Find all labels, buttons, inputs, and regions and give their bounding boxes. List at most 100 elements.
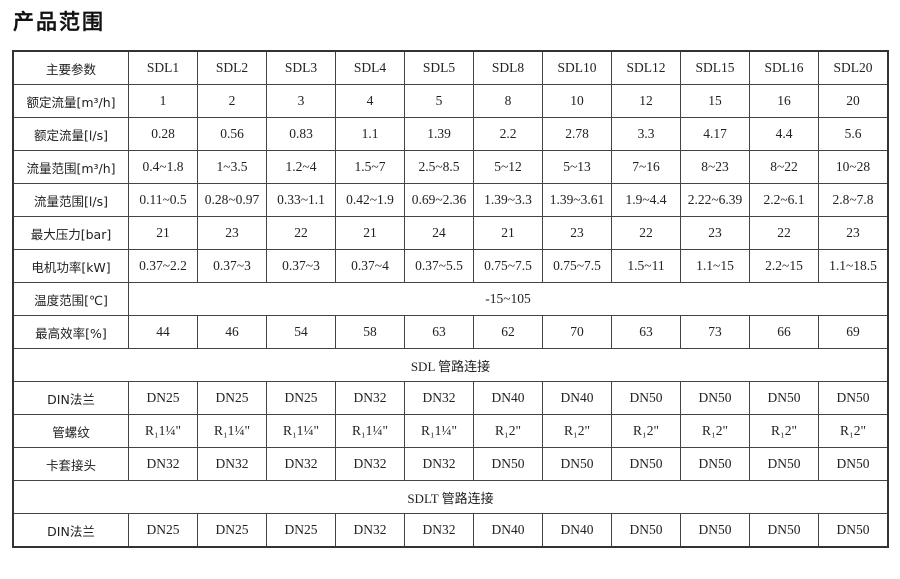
table-cell: 73	[680, 315, 750, 349]
table-cell: DN32	[404, 447, 474, 481]
table-cell: 5	[404, 84, 474, 118]
table-cell: R₁2"	[680, 414, 750, 448]
section-header: SDL 管路连接	[12, 348, 889, 382]
table-cell: 2.2~6.1	[749, 183, 819, 217]
table-cell: DN50	[749, 513, 819, 548]
table-cell: R₁2"	[818, 414, 889, 448]
product-range-table: 主要参数 SDL1 SDL2 SDL3 SDL4 SDL5 SDL8 SDL10 SDL12 SD…	[12, 50, 889, 548]
table-cell: 22	[266, 216, 336, 250]
table-cell: 8~23	[680, 150, 750, 184]
row-label: 温度范围[℃]	[12, 282, 129, 316]
table-cell: 23	[680, 216, 750, 250]
table-cell: 0.42~1.9	[335, 183, 405, 217]
table-cell: 1.39~3.3	[473, 183, 543, 217]
table-cell: DN50	[749, 381, 819, 415]
table-cell: 4	[335, 84, 405, 118]
table-cell: SDL16	[749, 50, 819, 85]
table-cell: DN40	[542, 381, 612, 415]
table-row: 最高效率[%] 44 46 54 58 63 62 70 63 73 66 69	[12, 315, 889, 349]
table-cell: 1.1~18.5	[818, 249, 889, 283]
table-cell: DN50	[680, 447, 750, 481]
table-cell: 15	[680, 84, 750, 118]
row-label: 管螺纹	[12, 414, 129, 448]
table-row: 管螺纹 R₁1¼" R₁1¼" R₁1¼" R₁1¼" R₁1¼" R₁2" R₁2" R₁2"…	[12, 414, 889, 448]
table-cell: 0.37~4	[335, 249, 405, 283]
table-cell: 66	[749, 315, 819, 349]
table-cell: 0.56	[197, 117, 267, 151]
section-header: SDLT 管路连接	[12, 480, 889, 514]
table-cell: 2.22~6.39	[680, 183, 750, 217]
table-cell: 0.83	[266, 117, 336, 151]
table-cell: 1.9~4.4	[611, 183, 681, 217]
table-cell: 0.28~0.97	[197, 183, 267, 217]
table-cell: 2.2~15	[749, 249, 819, 283]
table-cell: SDL2	[197, 50, 267, 85]
table-cell: 58	[335, 315, 405, 349]
table-cell: 70	[542, 315, 612, 349]
table-cell: 46	[197, 315, 267, 349]
table-cell: 21	[335, 216, 405, 250]
table-cell: 0.37~5.5	[404, 249, 474, 283]
table-cell: 0.69~2.36	[404, 183, 474, 217]
table-cell: R₁1¼"	[266, 414, 336, 448]
table-cell: DN50	[818, 513, 889, 548]
row-label: 额定流量[m³/h]	[12, 84, 129, 118]
table-row: 流量范围[l/s] 0.11~0.5 0.28~0.97 0.33~1.1 0.42~1…	[12, 183, 889, 217]
table-cell: 12	[611, 84, 681, 118]
table-cell: 0.4~1.8	[128, 150, 198, 184]
table-row: 额定流量[m³/h] 1 2 3 4 5 8 10 12 15 16 20	[12, 84, 889, 118]
table-cell: DN50	[680, 513, 750, 548]
table-cell: 23	[542, 216, 612, 250]
table-row: 流量范围[m³/h] 0.4~1.8 1~3.5 1.2~4 1.5~7 2.5~8.5 5…	[12, 150, 889, 184]
table-cell: 0.11~0.5	[128, 183, 198, 217]
table-cell: DN50	[818, 447, 889, 481]
table-cell: 0.75~7.5	[473, 249, 543, 283]
table-cell: DN25	[266, 513, 336, 548]
table-cell: R₁2"	[611, 414, 681, 448]
table-cell: 22	[749, 216, 819, 250]
table-cell: DN32	[128, 447, 198, 481]
table-cell: DN32	[404, 513, 474, 548]
table-cell: DN50	[611, 381, 681, 415]
row-label: 主要参数	[12, 50, 129, 85]
table-cell: R₁1¼"	[128, 414, 198, 448]
table-row: 电机功率[kW] 0.37~2.2 0.37~3 0.37~3 0.37~4 0.37~5…	[12, 249, 889, 283]
table-cell: DN50	[818, 381, 889, 415]
table-cell: 0.28	[128, 117, 198, 151]
table-row: DIN法兰 DN25 DN25 DN25 DN32 DN32 DN40 DN40 DN50 DN5…	[12, 513, 889, 548]
table-cell: 5~12	[473, 150, 543, 184]
table-cell: 2.5~8.5	[404, 150, 474, 184]
table-cell: DN25	[266, 381, 336, 415]
table-row: DIN法兰 DN25 DN25 DN25 DN32 DN32 DN40 DN40 DN50 DN5…	[12, 381, 889, 415]
table-cell: 1.1~15	[680, 249, 750, 283]
table-cell: 1~3.5	[197, 150, 267, 184]
table-cell: DN50	[680, 381, 750, 415]
table-cell: 4.4	[749, 117, 819, 151]
table-cell: DN25	[197, 381, 267, 415]
table-cell: 20	[818, 84, 889, 118]
table-cell: DN40	[473, 513, 543, 548]
table-cell: 5~13	[542, 150, 612, 184]
table-cell: 69	[818, 315, 889, 349]
table-cell: SDL5	[404, 50, 474, 85]
table-cell: SDL4	[335, 50, 405, 85]
table-cell: 63	[404, 315, 474, 349]
page-title: 产品范围	[13, 10, 105, 34]
table-cell: 44	[128, 315, 198, 349]
table-cell: SDL1	[128, 50, 198, 85]
table-cell: R₁1¼"	[335, 414, 405, 448]
table-cell: DN50	[473, 447, 543, 481]
table-cell: 7~16	[611, 150, 681, 184]
table-cell: DN32	[404, 381, 474, 415]
table-cell: 54	[266, 315, 336, 349]
table-cell: 23	[818, 216, 889, 250]
table-cell: 16	[749, 84, 819, 118]
row-label: 最大压力[bar]	[12, 216, 129, 250]
table-cell: DN32	[335, 447, 405, 481]
table-cell: 4.17	[680, 117, 750, 151]
table-cell: DN25	[128, 381, 198, 415]
table-cell: DN25	[197, 513, 267, 548]
table-cell: DN32	[335, 381, 405, 415]
table-cell: DN40	[473, 381, 543, 415]
table-cell: 0.37~2.2	[128, 249, 198, 283]
